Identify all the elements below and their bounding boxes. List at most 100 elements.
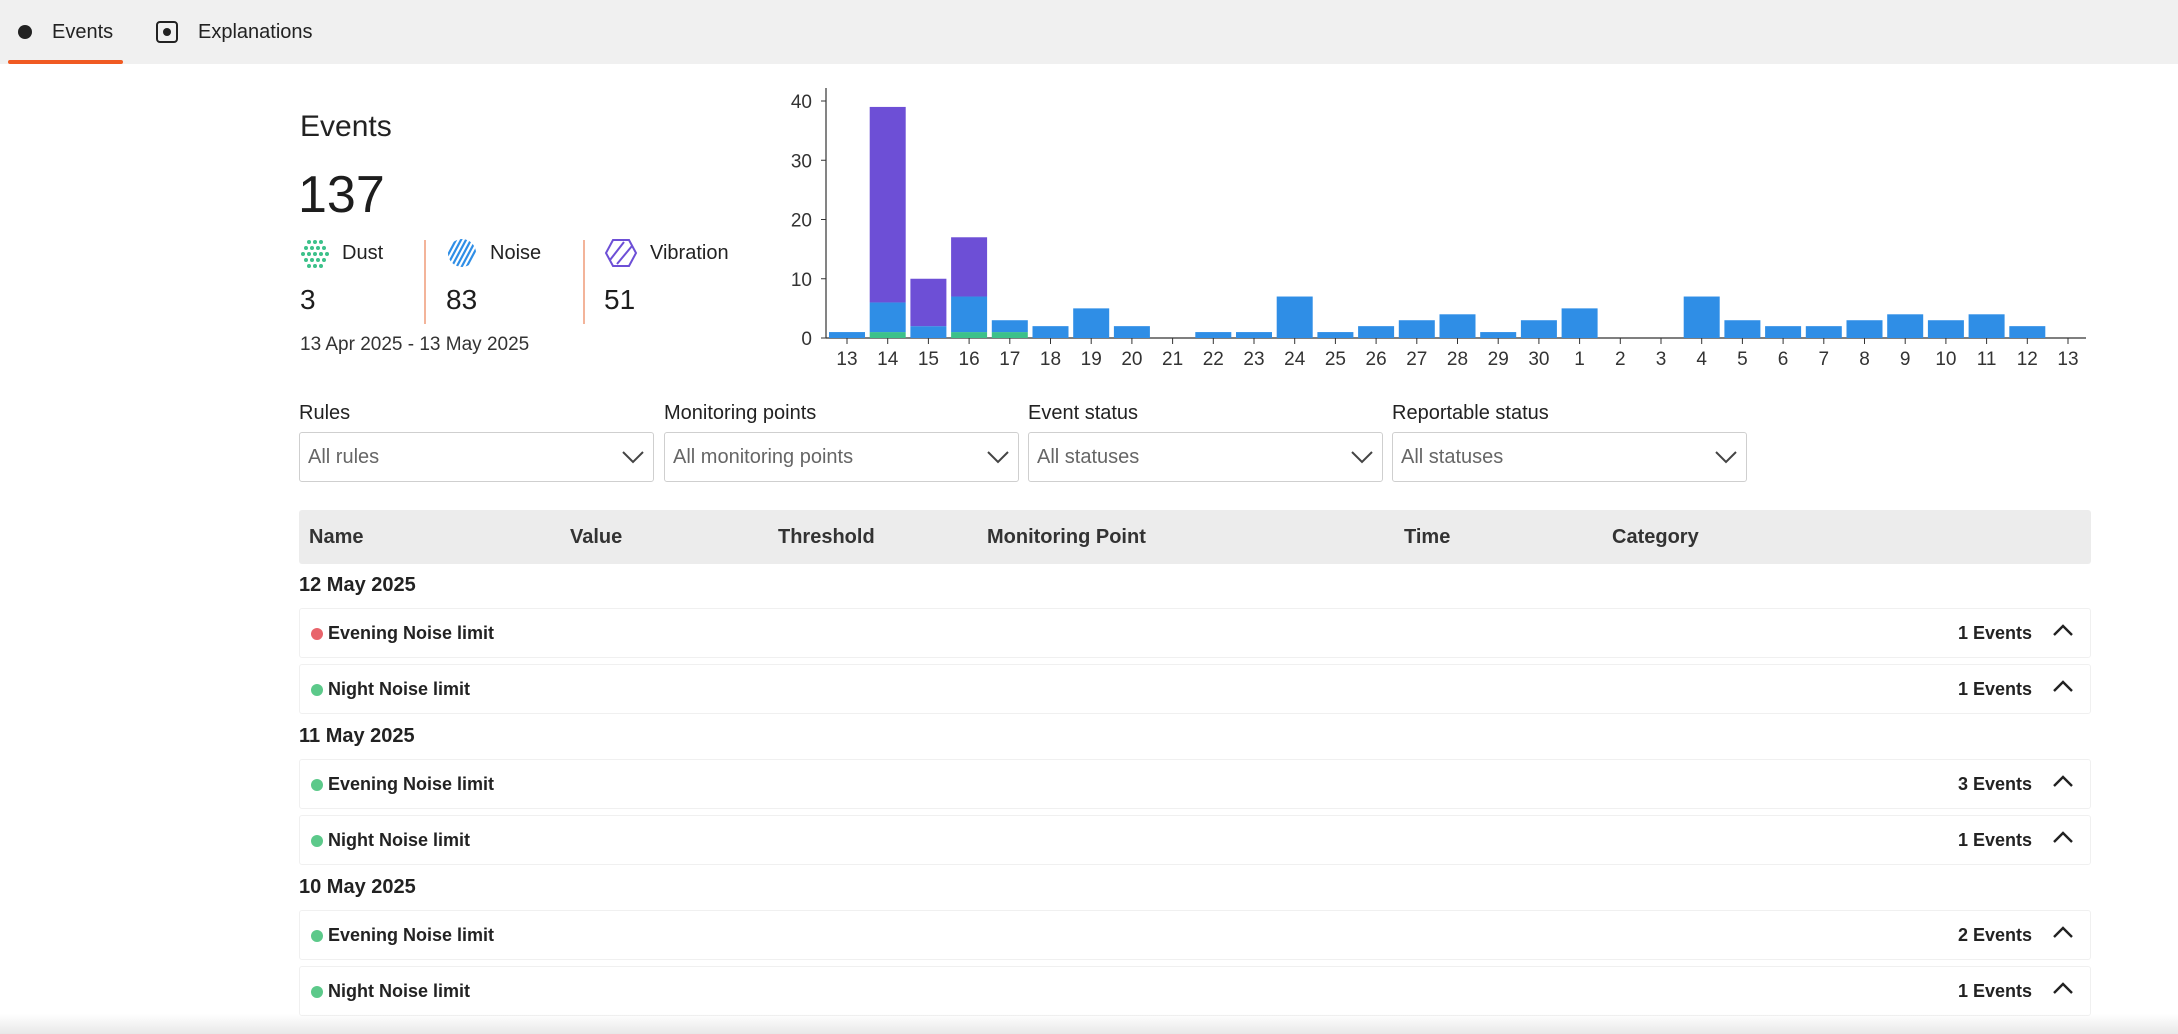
event-row[interactable]: Night Noise limit 1 Events xyxy=(299,966,2091,1016)
event-count: 1 Events xyxy=(1957,830,2032,850)
chart-bar[interactable] xyxy=(1561,308,1598,338)
filter-label: Reportable status xyxy=(1392,402,1549,424)
date-group-header: 12 May 2025 xyxy=(299,574,416,596)
chart-bar[interactable] xyxy=(951,332,988,338)
stat-dust-label: Dust xyxy=(342,241,384,264)
filter-label: Event status xyxy=(1028,402,1139,424)
y-tick-label: 30 xyxy=(791,151,812,172)
x-tick-label: 16 xyxy=(959,349,980,370)
y-tick-label: 20 xyxy=(791,211,812,232)
column-header-category: Category xyxy=(1612,526,1699,548)
divider xyxy=(583,240,585,324)
x-tick-label: 9 xyxy=(1900,349,1911,370)
column-header-name: Name xyxy=(309,526,364,548)
chart-bar[interactable] xyxy=(910,326,947,338)
chart-bar[interactable] xyxy=(991,320,1028,333)
chart-bar[interactable] xyxy=(991,332,1028,338)
x-tick-label: 3 xyxy=(1656,349,1667,370)
chart-bar[interactable] xyxy=(1683,296,1720,338)
chart-bar[interactable] xyxy=(1195,332,1232,338)
select-value: All statuses xyxy=(1037,445,1140,468)
x-tick-label: 1 xyxy=(1574,349,1585,370)
event-count: 1 Events xyxy=(1957,679,2032,699)
dot-icon xyxy=(18,25,32,39)
chart-bar[interactable] xyxy=(1439,314,1476,338)
chevron-up-icon[interactable] xyxy=(2052,623,2074,637)
monitoring-points-select[interactable]: All monitoring points xyxy=(664,432,1019,482)
event-row[interactable]: Evening Noise limit 3 Events xyxy=(299,759,2091,809)
select-value: All monitoring points xyxy=(673,445,854,468)
chart-bar[interactable] xyxy=(951,296,988,333)
x-tick-label: 19 xyxy=(1081,349,1102,370)
table-header: Name Value Threshold Monitoring Point Ti… xyxy=(299,510,2091,564)
square-dot-icon xyxy=(156,21,178,43)
tab-events-label: Events xyxy=(52,20,114,43)
stat-vibration-value: 51 xyxy=(604,284,636,315)
chart-bar[interactable] xyxy=(1358,326,1395,338)
event-row[interactable]: Evening Noise limit 1 Events xyxy=(299,608,2091,658)
summary-total: 137 xyxy=(298,166,385,224)
chart-bar[interactable] xyxy=(829,332,865,338)
chart-bar[interactable] xyxy=(1276,296,1313,338)
status-dot xyxy=(311,986,323,998)
event-rule-name: Evening Noise limit xyxy=(328,925,495,945)
tab-explanations[interactable]: Explanations xyxy=(156,0,313,64)
x-tick-label: 27 xyxy=(1406,349,1427,370)
event-row[interactable]: Evening Noise limit 2 Events xyxy=(299,910,2091,960)
chevron-down-icon xyxy=(987,451,1009,464)
status-dot xyxy=(311,684,323,696)
event-rule-name: Night Noise limit xyxy=(328,981,471,1001)
x-tick-label: 8 xyxy=(1859,349,1870,370)
filter-reportable-status: Reportable status All statuses xyxy=(1392,402,1747,482)
chevron-up-icon[interactable] xyxy=(2052,774,2074,788)
x-tick-label: 4 xyxy=(1696,349,1707,370)
chart-bar[interactable] xyxy=(1968,314,2005,338)
stat-noise-label: Noise xyxy=(490,241,542,264)
select-value: All rules xyxy=(308,445,380,468)
chart-bar[interactable] xyxy=(1480,332,1517,338)
x-tick-label: 28 xyxy=(1447,349,1468,370)
chart-bar[interactable] xyxy=(1765,326,1802,338)
chart-bar[interactable] xyxy=(1927,320,1964,338)
event-row[interactable]: Night Noise limit 1 Events xyxy=(299,664,2091,714)
chart-bar[interactable] xyxy=(1032,326,1069,338)
status-dot xyxy=(311,779,323,791)
chevron-up-icon[interactable] xyxy=(2052,830,2074,844)
chart-bar[interactable] xyxy=(1520,320,1557,338)
chart-bar[interactable] xyxy=(1398,320,1435,338)
chevron-down-icon xyxy=(1351,451,1373,464)
chart-bar[interactable] xyxy=(1236,332,1272,338)
y-tick-label: 40 xyxy=(791,92,812,113)
rules-select[interactable]: All rules xyxy=(299,432,654,482)
chart-bar[interactable] xyxy=(951,237,988,297)
chevron-up-icon[interactable] xyxy=(2052,925,2074,939)
chart-bar[interactable] xyxy=(1887,314,1924,338)
stat-vibration: Vibration 51 xyxy=(604,238,729,322)
chevron-up-icon[interactable] xyxy=(2052,679,2074,693)
chart-bar[interactable] xyxy=(910,278,947,327)
chart-bar[interactable] xyxy=(1317,332,1354,338)
chart-bar[interactable] xyxy=(1113,326,1150,338)
chevron-up-icon[interactable] xyxy=(2052,981,2074,995)
chart-bar[interactable] xyxy=(2009,326,2046,338)
event-row[interactable]: Night Noise limit 1 Events xyxy=(299,815,2091,865)
divider xyxy=(424,240,426,324)
dust-icon xyxy=(301,240,329,268)
chart-bar[interactable] xyxy=(1724,320,1761,338)
x-tick-label: 13 xyxy=(836,349,857,370)
event-status-select[interactable]: All statuses xyxy=(1028,432,1383,482)
x-tick-label: 25 xyxy=(1325,349,1346,370)
tab-events[interactable]: Events xyxy=(8,0,124,64)
x-tick-label: 18 xyxy=(1040,349,1061,370)
y-tick-label: 10 xyxy=(791,270,812,291)
chart-bar[interactable] xyxy=(869,106,906,303)
chart-bar[interactable] xyxy=(1073,308,1110,338)
chart-bar[interactable] xyxy=(869,302,906,333)
chart-bar[interactable] xyxy=(869,332,906,338)
chart-bar[interactable] xyxy=(1846,320,1883,338)
chart-bar[interactable] xyxy=(1805,326,1842,338)
tab-bar: Events Explanations xyxy=(0,0,2178,64)
reportable-status-select[interactable]: All statuses xyxy=(1392,432,1747,482)
filter-rules: Rules All rules xyxy=(299,402,654,482)
